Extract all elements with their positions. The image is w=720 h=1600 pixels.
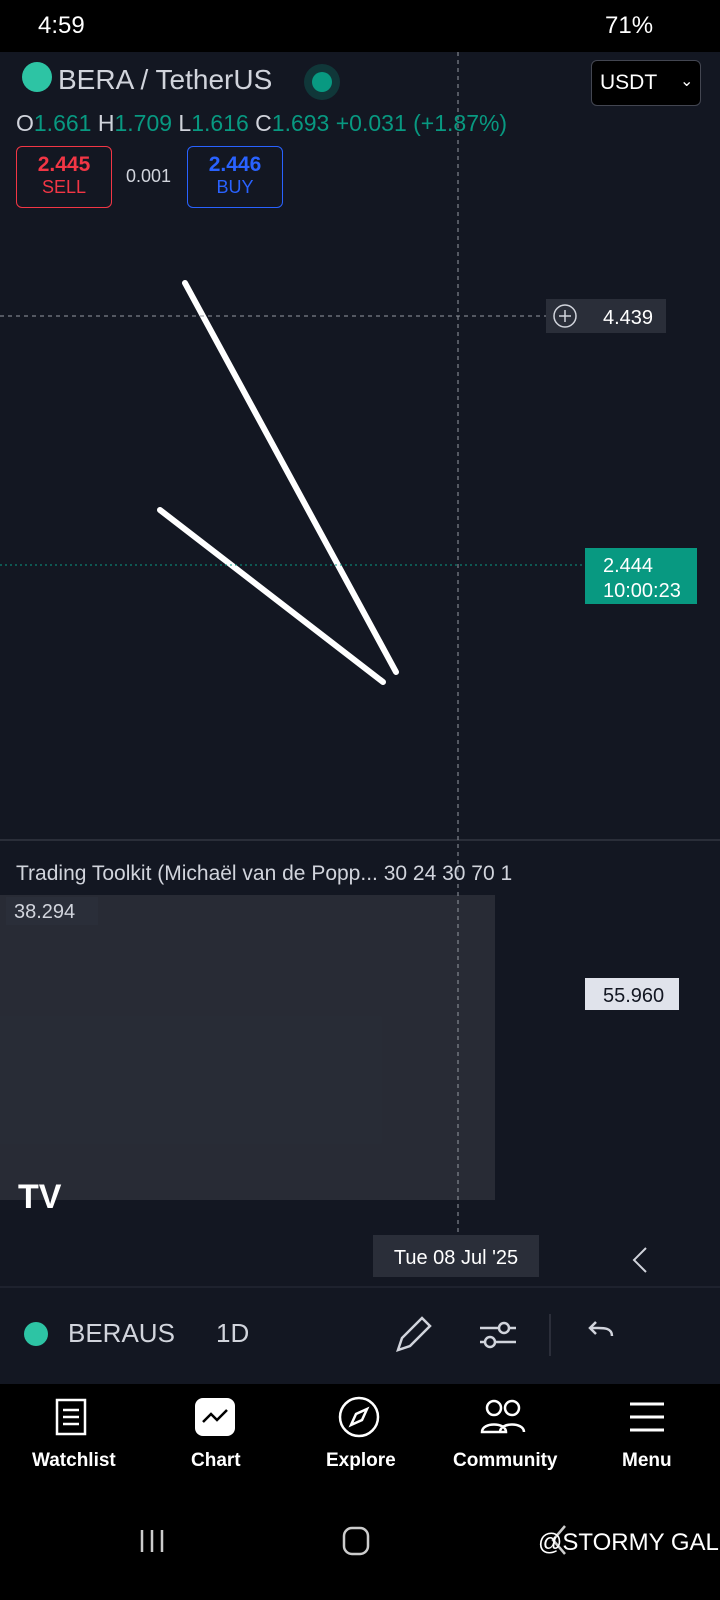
draw-icon[interactable] — [396, 1316, 432, 1352]
community-icon — [485, 1399, 503, 1417]
watermark: @STORMY GAL — [538, 1529, 719, 1556]
sell-label: SELL — [41, 177, 87, 197]
rsi-cursor-value: 38.294 — [14, 901, 75, 923]
toolbar: BERAUS 1D — [0, 1288, 720, 1384]
nav-item[interactable]: Explore — [326, 1450, 396, 1471]
c-label: C — [255, 110, 272, 136]
knob — [483, 1335, 497, 1349]
rsi-last-value: 55.960 — [603, 985, 664, 1007]
currency: USDT — [600, 71, 658, 94]
recent-apps[interactable] — [140, 1530, 164, 1552]
toolbar-icons — [396, 1314, 614, 1356]
watchlist-lines — [63, 1408, 79, 1426]
trend-line — [157, 507, 386, 685]
add-icon[interactable] — [553, 304, 577, 328]
dropdown-arrow: ⌄ — [680, 73, 694, 90]
settings-icon[interactable] — [632, 1247, 647, 1273]
symbol[interactable]: BERA / TetherUS — [58, 64, 273, 95]
add-icon-cross — [559, 310, 571, 322]
knob — [497, 1321, 511, 1335]
interval[interactable]: 1D — [216, 1318, 250, 1348]
toolbar-symbol[interactable]: BERAUS — [68, 1318, 175, 1348]
l-label: L — [178, 110, 192, 136]
rsi-last-tag — [585, 978, 679, 1010]
nav-item[interactable]: Community — [453, 1450, 558, 1471]
buy-button[interactable]: 2.446 BUY — [187, 146, 283, 208]
crosshair-price: 4.439 — [603, 307, 653, 329]
o-label: O — [16, 110, 34, 136]
last-price-tag — [585, 548, 697, 604]
watchlist-icon — [55, 1398, 87, 1436]
rsi-range — [0, 895, 495, 1200]
nav-icons — [55, 1396, 664, 1556]
indicator-title[interactable]: Trading Toolkit (Michaël van de Popp... … — [16, 862, 512, 885]
tv-logo: TV — [18, 1178, 62, 1216]
spread: 0.001 — [126, 166, 172, 186]
nav-item[interactable]: Menu — [622, 1450, 672, 1471]
cursor-tag — [6, 897, 98, 925]
status-bar: 4:59 71% — [0, 0, 720, 52]
nav-bar: Watchlist Chart Explore Community Menu @… — [0, 1384, 720, 1600]
last-price: 2.444 — [603, 555, 653, 577]
community-icon — [503, 1399, 521, 1417]
ohlc: O1.661 H1.709 L1.616 C1.693 +0.031 (+1.8… — [16, 110, 507, 137]
close: 1.693 — [271, 110, 330, 136]
buy-price: 2.446 — [208, 153, 262, 176]
chart-bg — [0, 52, 720, 1312]
nav-item[interactable]: Chart — [191, 1450, 241, 1471]
chart-icon-line — [202, 1409, 228, 1423]
trend-line — [182, 280, 399, 675]
explore-icon — [338, 1396, 380, 1438]
nav-item[interactable]: Watchlist — [32, 1450, 116, 1471]
community-bodies — [480, 1423, 526, 1434]
back-button[interactable] — [551, 1525, 566, 1555]
home-button[interactable] — [342, 1526, 370, 1556]
chart: 4.439 2.444 10:00:23 38.294 55.960 Tradi… — [0, 52, 720, 1312]
countdown: 10:00:23 — [603, 580, 681, 602]
menu-icon — [630, 1402, 664, 1432]
currency-select[interactable]: USDT ⌄ — [591, 60, 701, 106]
time: 4:59 — [38, 12, 85, 39]
open: 1.661 — [33, 110, 92, 136]
sell-price: 2.445 — [37, 153, 91, 176]
date-tag — [373, 1235, 539, 1277]
high: 1.709 — [114, 110, 173, 136]
crosshair-date: Tue 08 Jul '25 — [394, 1247, 518, 1269]
compass — [348, 1406, 370, 1428]
h-label: H — [97, 110, 115, 136]
coin-icon — [22, 62, 52, 92]
market-status — [312, 72, 332, 92]
undo-icon[interactable] — [588, 1321, 614, 1337]
sell-button[interactable]: 2.445 SELL — [16, 146, 112, 208]
change: +0.031 (+1.87%) — [335, 110, 508, 136]
buy-label: BUY — [216, 177, 254, 197]
coin-icon — [24, 1322, 48, 1346]
low: 1.616 — [191, 110, 249, 136]
battery: 71% — [605, 12, 654, 39]
